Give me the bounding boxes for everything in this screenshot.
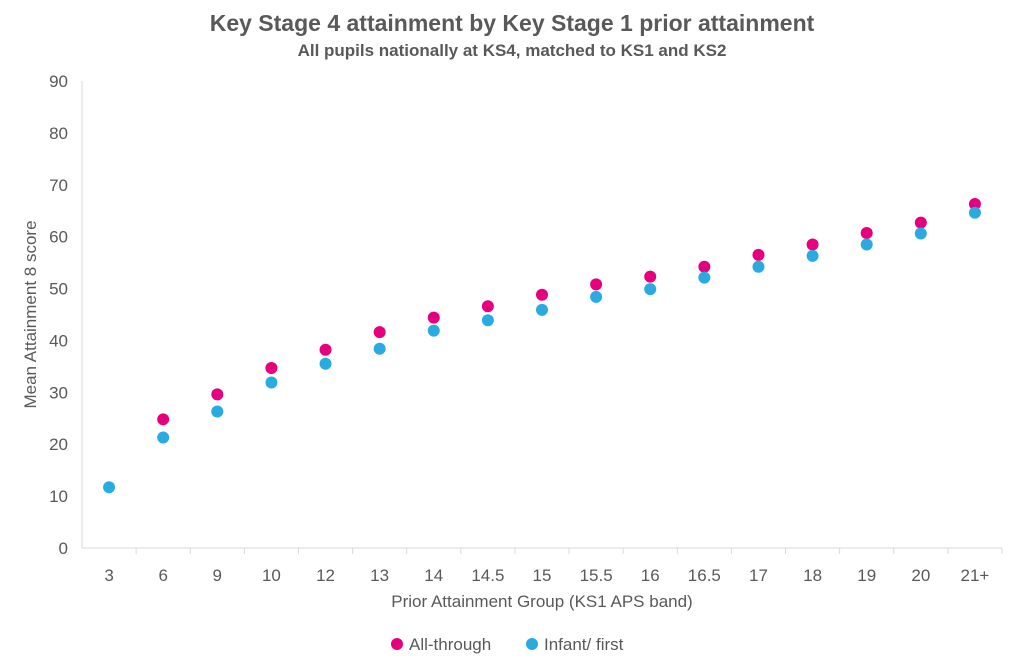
point-series-1 [752, 260, 765, 273]
data-points [103, 197, 981, 494]
x-tick-label: 13 [370, 566, 389, 585]
y-tick-label: 40 [49, 331, 68, 350]
x-tick-label: 3 [104, 566, 113, 585]
point-series-0 [265, 361, 278, 374]
legend-label-1: Infant/ first [544, 635, 624, 654]
y-tick-label: 80 [49, 124, 68, 143]
point-series-0 [860, 227, 873, 240]
y-axis-ticks: 0 10 20 30 40 50 60 70 80 90 [49, 72, 68, 558]
point-series-0 [536, 288, 548, 301]
point-series-0 [698, 260, 711, 273]
x-tick-label: 14.5 [471, 566, 504, 585]
point-series-1 [157, 431, 170, 444]
point-series-1 [644, 283, 657, 296]
legend-label-0: All-through [409, 635, 491, 654]
point-series-1 [427, 324, 440, 337]
point-series-0 [373, 326, 386, 339]
point-series-1 [103, 481, 116, 494]
legend-marker-0 [391, 638, 403, 650]
x-tick-label: 15.5 [580, 566, 613, 585]
point-series-0 [427, 311, 440, 324]
point-series-0 [752, 248, 765, 261]
x-tick-label: 12 [316, 566, 335, 585]
x-tick-label: 9 [213, 566, 222, 585]
chart-subtitle: All pupils nationally at KS4, matched to… [298, 41, 727, 60]
point-series-1 [319, 357, 332, 370]
point-series-0 [319, 343, 332, 356]
x-tick-label: 6 [158, 566, 167, 585]
y-tick-label: 0 [59, 539, 68, 558]
y-axis-title: Mean Attainment 8 score [21, 220, 40, 408]
point-series-0 [968, 197, 981, 210]
chart-title: Key Stage 4 attainment by Key Stage 1 pr… [210, 10, 815, 36]
point-series-0 [481, 300, 494, 313]
x-tick-label: 21+ [961, 566, 990, 585]
point-series-0 [590, 278, 603, 291]
y-tick-label: 20 [49, 435, 68, 454]
x-axis-ticks: 3 6 9 10 12 13 14 14.5 15 15.5 16 16.5 17 18 19 20 21+ [104, 548, 1003, 585]
point-series-1 [914, 227, 927, 240]
x-tick-label: 10 [262, 566, 281, 585]
x-tick-label: 16.5 [688, 566, 721, 585]
point-series-1 [265, 376, 278, 389]
point-series-1 [211, 405, 224, 418]
y-tick-label: 30 [49, 383, 68, 402]
point-series-1 [590, 290, 603, 303]
x-tick-label: 16 [641, 566, 660, 585]
point-series-0 [211, 388, 224, 401]
point-series-0 [914, 216, 927, 229]
x-tick-label: 15 [533, 566, 552, 585]
x-tick-label: 19 [857, 566, 876, 585]
point-series-1 [968, 206, 981, 219]
point-series-1 [698, 271, 711, 284]
point-series-0 [806, 238, 819, 251]
legend-marker-1 [526, 638, 538, 650]
x-tick-label: 20 [911, 566, 930, 585]
point-series-0 [157, 413, 170, 426]
x-tick-label: 17 [749, 566, 768, 585]
y-tick-label: 10 [49, 487, 68, 506]
y-tick-label: 90 [49, 72, 68, 91]
x-axis-title: Prior Attainment Group (KS1 APS band) [391, 592, 692, 611]
y-tick-label: 60 [49, 228, 68, 247]
legend: All-through Infant/ first [391, 635, 624, 654]
point-series-1 [860, 238, 873, 251]
point-series-1 [806, 249, 819, 262]
y-tick-label: 70 [49, 176, 68, 195]
point-series-1 [536, 303, 548, 316]
point-series-0 [644, 270, 657, 283]
x-tick-label: 18 [803, 566, 822, 585]
y-tick-label: 50 [49, 280, 68, 299]
point-series-1 [373, 342, 386, 355]
point-series-1 [481, 314, 494, 327]
x-tick-label: 14 [424, 566, 443, 585]
